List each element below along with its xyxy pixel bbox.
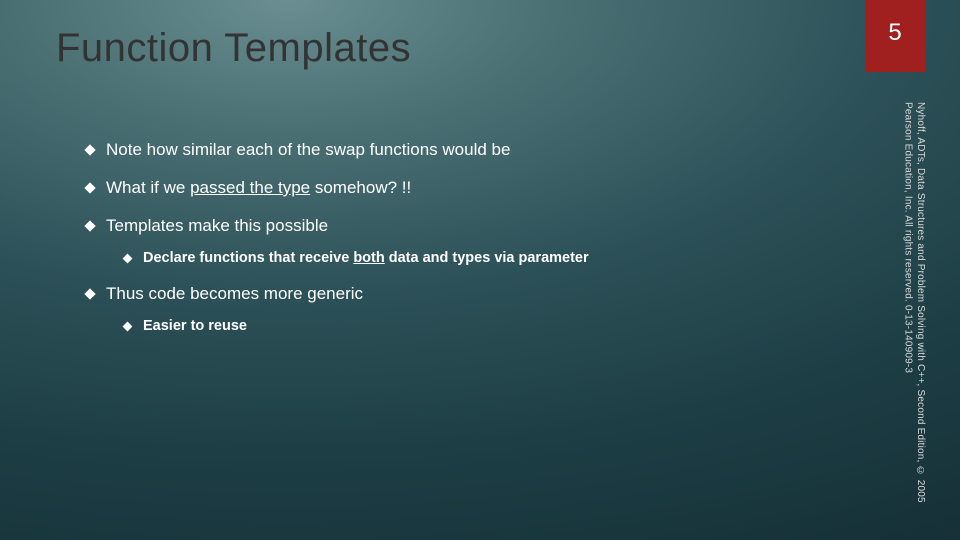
bullet-item: Templates make this possible [86, 216, 846, 236]
bullet-item: Thus code becomes more generic [86, 284, 846, 304]
diamond-bullet-icon [84, 288, 95, 299]
bullet-text: Templates make this possible [106, 216, 328, 236]
bullet-text-part: data and types via parameter [385, 250, 589, 266]
bullet-text-part: Declare functions that receive [143, 250, 353, 266]
bullet-text: Easier to reuse [143, 318, 247, 334]
bullet-text: Note how similar each of the swap functi… [106, 140, 510, 160]
content-area: Note how similar each of the swap functi… [86, 140, 846, 352]
diamond-bullet-icon [123, 322, 133, 332]
bullet-sub-item: Declare functions that receive both data… [124, 250, 846, 266]
bullet-item: What if we passed the type somehow? !! [86, 178, 846, 198]
bullet-text-part: What if we [106, 178, 190, 197]
diamond-bullet-icon [84, 182, 95, 193]
diamond-bullet-icon [84, 220, 95, 231]
slide-title: Function Templates [56, 26, 411, 71]
bullet-sub-item: Easier to reuse [124, 318, 846, 334]
diamond-bullet-icon [84, 144, 95, 155]
bullet-text-underline: both [353, 250, 384, 266]
bullet-item: Note how similar each of the swap functi… [86, 140, 846, 160]
bullet-text: Thus code becomes more generic [106, 284, 363, 304]
bullet-text: Declare functions that receive both data… [143, 250, 589, 266]
bullet-text-part: somehow? !! [310, 178, 411, 197]
page-number: 5 [888, 19, 901, 47]
diamond-bullet-icon [123, 254, 133, 264]
bullet-text: What if we passed the type somehow? !! [106, 178, 411, 198]
page-number-badge: 5 [865, 0, 925, 72]
bullet-text-underline: passed the type [190, 178, 310, 197]
slide: Function Templates 5 Nyhoff, ADTs, Data … [0, 0, 960, 540]
